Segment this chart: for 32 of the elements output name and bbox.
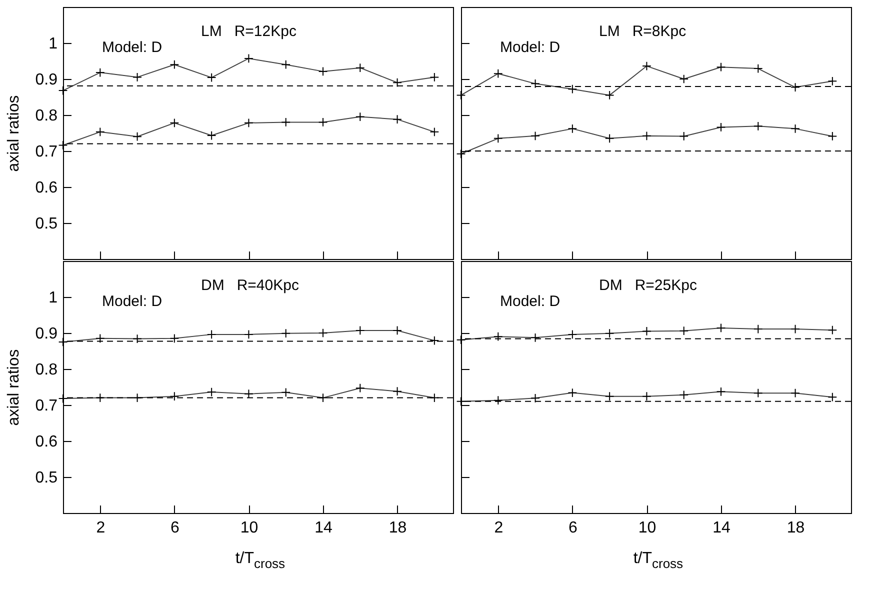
x-tick-label: 2 bbox=[96, 520, 106, 536]
annotation: Model: D bbox=[500, 39, 560, 56]
y-axis-title: axial ratios bbox=[5, 349, 22, 426]
y-tick-label: 0.7 bbox=[35, 398, 58, 414]
y-tick-label: 0.6 bbox=[35, 434, 58, 450]
y-tick-label: 1 bbox=[48, 290, 58, 306]
x-tick-label: 6 bbox=[170, 520, 180, 536]
annotation: LM R=12Kpc bbox=[201, 23, 297, 40]
y-tick-label: 1 bbox=[48, 36, 58, 52]
annotation: Model: D bbox=[500, 293, 560, 310]
y-tick-label: 0.8 bbox=[35, 108, 58, 124]
x-tick-label: 10 bbox=[240, 520, 258, 536]
annotation: Model: D bbox=[102, 293, 162, 310]
y-tick-label: 0.7 bbox=[35, 144, 58, 160]
annotation: Model: D bbox=[102, 39, 162, 56]
annotation: LM R=8Kpc bbox=[599, 23, 687, 40]
y-tick-label: 0.9 bbox=[35, 326, 58, 342]
x-tick-label: 6 bbox=[568, 520, 578, 536]
x-tick-label: 10 bbox=[638, 520, 656, 536]
x-tick-label: 14 bbox=[314, 520, 332, 536]
y-tick-label: 0.8 bbox=[35, 362, 58, 378]
annotation: DM R=25Kpc bbox=[599, 277, 698, 294]
x-tick-label: 14 bbox=[712, 520, 730, 536]
y-tick-label: 0.5 bbox=[35, 216, 58, 232]
x-tick-label: 18 bbox=[388, 520, 407, 536]
y-tick-label: 0.6 bbox=[35, 180, 58, 196]
annotation: DM R=40Kpc bbox=[201, 277, 300, 294]
y-tick-label: 0.9 bbox=[35, 72, 58, 88]
x-tick-label: 2 bbox=[494, 520, 504, 536]
y-axis-title: axial ratios bbox=[5, 95, 22, 172]
y-tick-label: 0.5 bbox=[35, 470, 58, 486]
x-tick-label: 18 bbox=[786, 520, 805, 536]
